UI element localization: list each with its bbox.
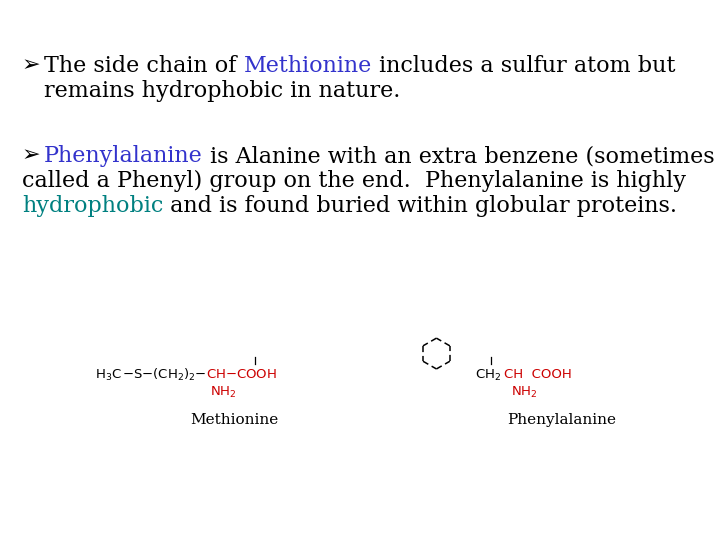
Text: H$_3$C: H$_3$C bbox=[95, 367, 122, 382]
Text: called a Phenyl) group on the end.  Phenylalanine is highly: called a Phenyl) group on the end. Pheny… bbox=[22, 170, 686, 192]
Text: Methionine: Methionine bbox=[190, 413, 278, 427]
Text: includes a sulfur atom but: includes a sulfur atom but bbox=[372, 55, 675, 77]
Text: $-$S$-$(CH$_2$)$_2$$-$: $-$S$-$(CH$_2$)$_2$$-$ bbox=[122, 367, 207, 383]
Text: CH$_2$: CH$_2$ bbox=[475, 367, 501, 382]
Text: CH  COOH: CH COOH bbox=[504, 368, 572, 381]
Text: hydrophobic: hydrophobic bbox=[22, 195, 163, 217]
Text: CH$-$COOH: CH$-$COOH bbox=[207, 368, 277, 381]
Text: Phenylalanine: Phenylalanine bbox=[507, 413, 616, 427]
Text: Phenylalanine: Phenylalanine bbox=[44, 145, 203, 167]
Text: ➢: ➢ bbox=[22, 145, 40, 165]
Text: ➢: ➢ bbox=[22, 55, 40, 75]
Text: NH$_2$: NH$_2$ bbox=[511, 384, 538, 400]
Text: The side chain of: The side chain of bbox=[44, 55, 243, 77]
Text: NH$_2$: NH$_2$ bbox=[210, 384, 237, 400]
Text: remains hydrophobic in nature.: remains hydrophobic in nature. bbox=[44, 80, 400, 102]
Text: Methionine: Methionine bbox=[243, 55, 372, 77]
Text: is Alanine with an extra benzene (sometimes: is Alanine with an extra benzene (someti… bbox=[203, 145, 714, 167]
Text: and is found buried within globular proteins.: and is found buried within globular prot… bbox=[163, 195, 678, 217]
